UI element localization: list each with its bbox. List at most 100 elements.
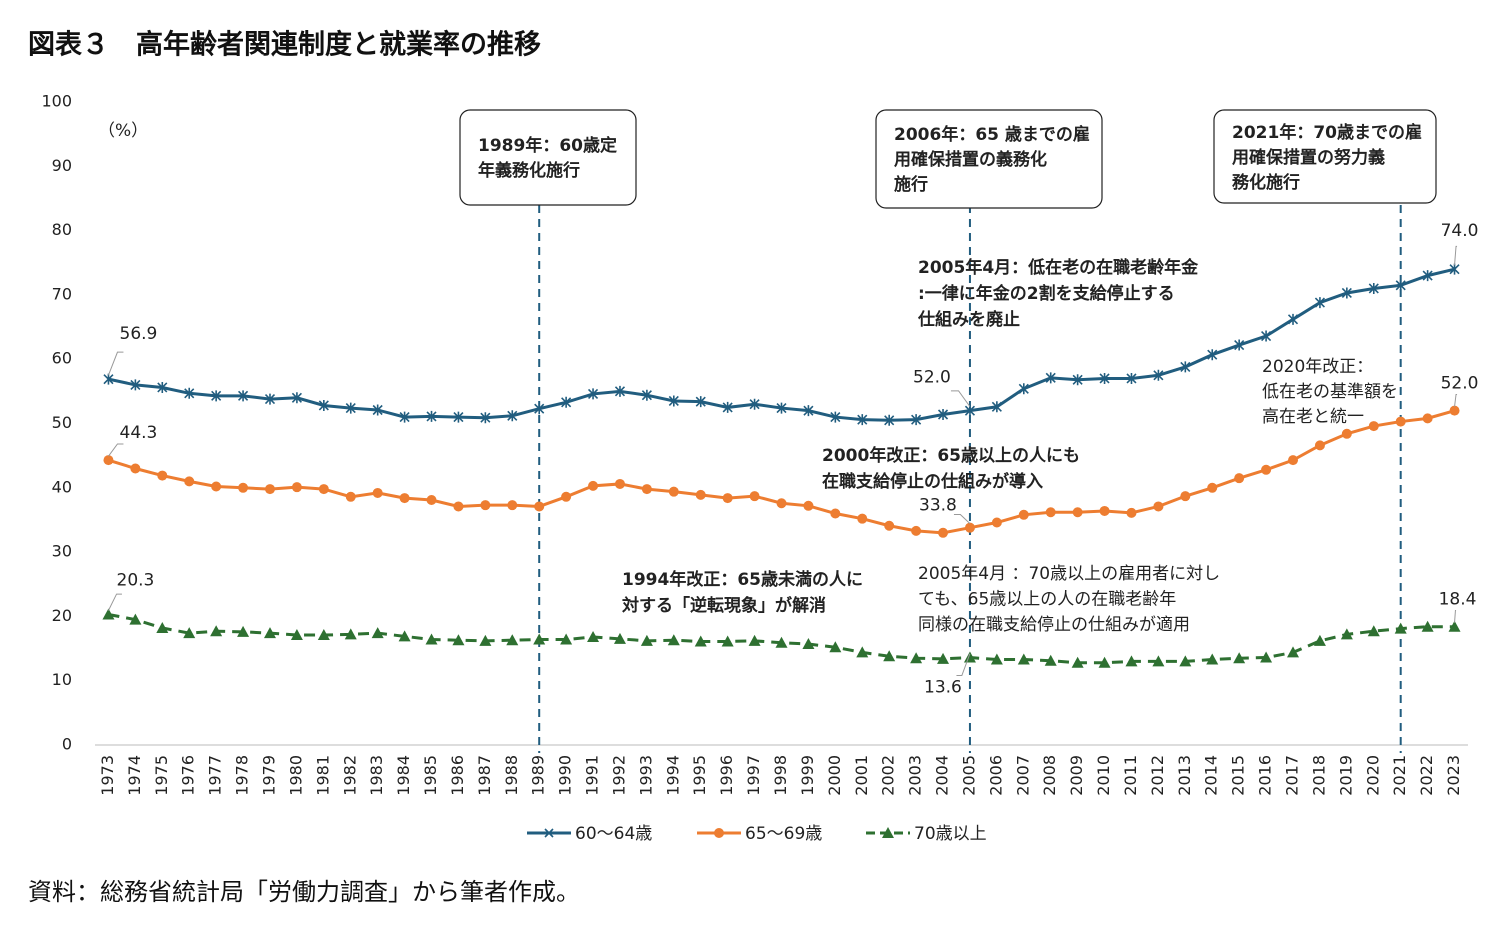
data-label: 20.3	[117, 570, 155, 590]
annotation-box	[1213, 109, 1437, 204]
annotation-text: 高在老と統一	[1262, 407, 1364, 427]
point-marker	[211, 390, 222, 402]
y-tick-label: 40	[52, 477, 72, 496]
point-marker	[238, 390, 249, 402]
point-marker	[1421, 620, 1434, 632]
annotation-text: 仕組みを廃止	[917, 309, 1020, 330]
label-leader	[1454, 245, 1458, 266]
point-marker	[1045, 372, 1056, 384]
point-marker	[1395, 416, 1406, 427]
data-label: 56.9	[120, 324, 158, 344]
point-marker	[130, 463, 141, 474]
point-marker	[184, 476, 195, 487]
point-marker	[911, 525, 922, 536]
point-marker	[103, 455, 114, 466]
x-tick-label: 2004	[933, 755, 952, 796]
annotation-box	[459, 109, 637, 206]
x-tick-label: 1976	[179, 755, 198, 796]
point-marker	[1180, 491, 1191, 502]
point-marker	[776, 402, 787, 414]
point-marker	[1018, 509, 1029, 520]
point-marker	[776, 498, 787, 509]
point-marker	[184, 387, 195, 399]
point-marker	[157, 470, 168, 481]
point-marker	[641, 389, 652, 401]
point-marker	[211, 481, 222, 492]
point-marker	[1394, 622, 1407, 634]
label-leader	[950, 390, 971, 407]
point-marker	[426, 495, 437, 506]
x-tick-label: 2003	[906, 755, 925, 796]
point-marker	[371, 627, 384, 639]
x-tick-label: 1998	[771, 755, 790, 796]
point-marker	[1314, 440, 1325, 451]
x-tick-label: 2001	[852, 755, 871, 796]
point-marker	[507, 500, 518, 511]
point-marker	[480, 412, 491, 424]
x-tick-label: 1995	[690, 755, 709, 796]
x-tick-label: 1987	[475, 755, 494, 796]
y-tick-label: 90	[52, 156, 72, 175]
x-tick-label: 2014	[1202, 755, 1221, 796]
point-marker	[452, 634, 465, 646]
x-tick-label: 1991	[583, 755, 602, 796]
point-marker	[614, 478, 625, 489]
x-tick-label: 1979	[259, 755, 278, 796]
point-marker	[1287, 646, 1300, 658]
point-marker	[1313, 634, 1326, 646]
point-marker	[398, 630, 411, 642]
data-label: 18.4	[1439, 590, 1477, 610]
point-marker	[964, 405, 976, 417]
point-marker	[102, 608, 115, 620]
point-marker	[721, 635, 734, 647]
annotation-text: 同様の在職支給停止の仕組みが適用	[918, 615, 1190, 635]
point-marker	[830, 508, 841, 519]
point-marker	[480, 500, 491, 511]
label-leader	[107, 351, 124, 376]
data-label: 44.3	[120, 423, 158, 443]
point-marker	[345, 402, 356, 414]
point-marker	[1395, 279, 1406, 291]
point-marker	[425, 633, 438, 645]
point-marker	[1126, 507, 1137, 518]
x-tick-label: 2023	[1444, 755, 1463, 796]
data-label: 52.0	[1441, 374, 1479, 394]
point-marker	[667, 634, 680, 646]
point-marker	[1207, 349, 1218, 361]
x-tick-label: 2006	[986, 755, 1005, 796]
y-tick-label: 70	[52, 284, 72, 303]
data-label: 52.0	[913, 368, 951, 388]
x-tick-label: 2017	[1283, 755, 1302, 796]
point-marker	[857, 513, 868, 524]
point-marker	[453, 501, 464, 512]
page-title: 図表３ 高年齢者関連制度と就業率の推移	[28, 29, 541, 61]
point-marker	[1072, 374, 1083, 386]
point-marker	[291, 392, 302, 404]
point-marker	[318, 399, 329, 411]
point-marker	[1018, 383, 1029, 395]
point-marker	[722, 493, 733, 504]
point-marker	[775, 636, 788, 648]
point-marker	[130, 379, 141, 391]
annotation-text: 在職支給停止の仕組みが導入	[822, 471, 1043, 492]
point-marker	[830, 411, 841, 423]
point-marker	[964, 522, 975, 533]
point-marker	[748, 634, 761, 646]
label-leader	[956, 653, 971, 677]
point-marker	[991, 517, 1002, 528]
y-tick-label: 30	[52, 542, 72, 561]
point-marker	[1045, 507, 1056, 518]
annotation-text: ても、65歳以上の人の在職老齢年	[918, 590, 1176, 610]
point-marker	[1341, 287, 1352, 299]
x-tick-label: 2009	[1067, 755, 1086, 796]
y-unit: （%）	[98, 121, 148, 141]
point-marker	[1449, 263, 1460, 275]
point-marker	[1152, 655, 1165, 667]
point-marker	[1449, 405, 1460, 416]
point-marker	[561, 396, 572, 408]
annotation-text: 用確保措置の努力義	[1232, 147, 1385, 168]
point-marker	[399, 411, 410, 423]
point-marker	[911, 414, 922, 426]
x-tick-label: 2008	[1040, 755, 1059, 796]
point-marker	[399, 493, 410, 504]
